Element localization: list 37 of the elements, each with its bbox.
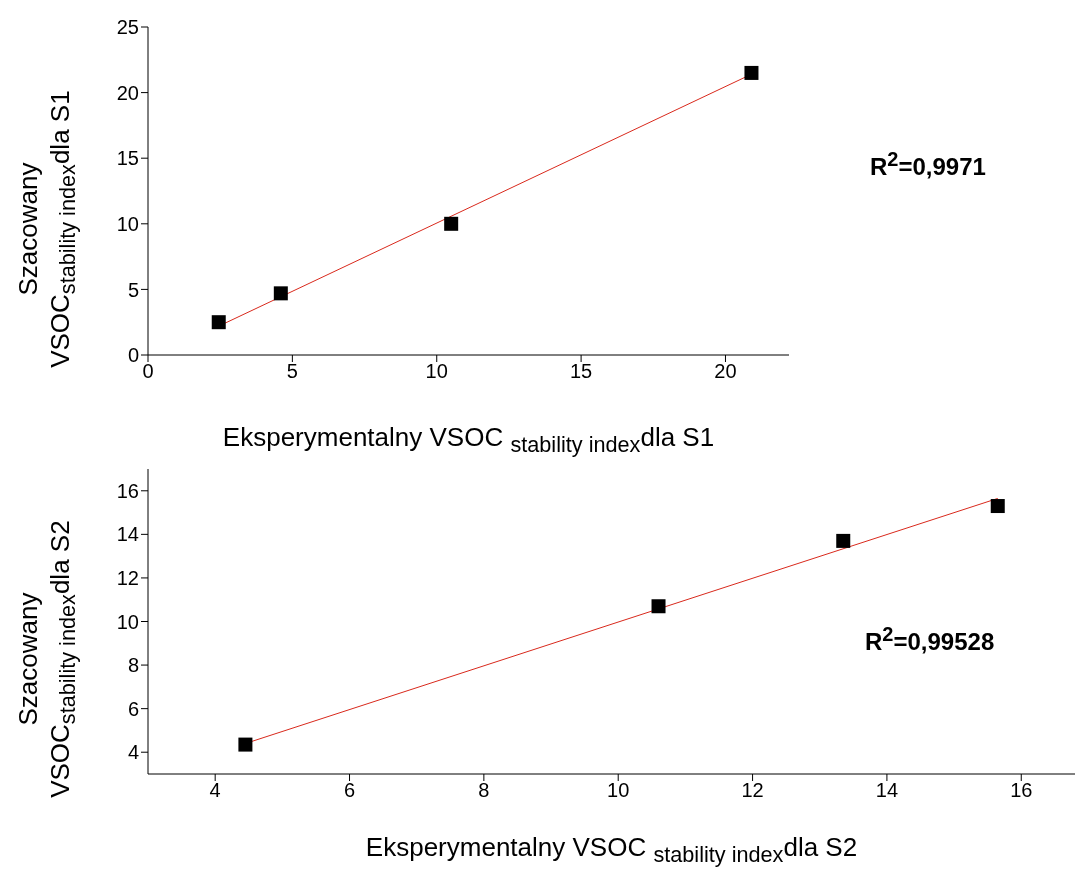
y-tick-label: 25 bbox=[116, 16, 139, 39]
y-tick-label: 10 bbox=[116, 610, 139, 633]
y-tick-label: 0 bbox=[127, 344, 139, 367]
point bbox=[744, 65, 759, 80]
x-tick-label: 0 bbox=[142, 360, 154, 383]
annotation: R$^{2}$=0,99528 bbox=[865, 623, 995, 656]
y-tick-label: 15 bbox=[116, 147, 139, 170]
x-tick-label: 16 bbox=[1010, 779, 1033, 802]
y-tick-label: 14 bbox=[116, 523, 139, 546]
point bbox=[273, 286, 288, 301]
x-axis-title: Eksperymentalny VSOC $_{stability index}$dla S2 bbox=[364, 832, 859, 869]
point bbox=[651, 599, 666, 614]
point bbox=[444, 216, 459, 231]
point bbox=[990, 499, 1005, 514]
x-tick-label: 10 bbox=[425, 360, 448, 383]
y-tick-label: 8 bbox=[127, 654, 139, 677]
y-tick-label: 10 bbox=[116, 212, 139, 235]
y-tick-label: 12 bbox=[116, 567, 139, 590]
y-tick-label: 5 bbox=[127, 278, 139, 301]
x-tick-label: 12 bbox=[741, 779, 764, 802]
x-tick-label: 14 bbox=[875, 779, 899, 802]
y-tick-label: 16 bbox=[116, 479, 139, 502]
x-tick-label: 8 bbox=[478, 779, 490, 802]
y-tick-label: 4 bbox=[127, 741, 139, 764]
x-tick-label: 4 bbox=[209, 779, 221, 802]
x-tick-label: 10 bbox=[607, 779, 630, 802]
x-tick-label: 5 bbox=[286, 360, 298, 383]
x-tick-label: 6 bbox=[343, 779, 356, 802]
point bbox=[836, 533, 851, 548]
y-tick-label: 6 bbox=[127, 697, 139, 720]
text: R$^{2}$=0,9971 bbox=[870, 148, 986, 181]
x-tick-label: 15 bbox=[569, 360, 593, 383]
y-tick-label: 20 bbox=[116, 81, 139, 104]
point bbox=[238, 737, 253, 752]
x-tick-label: 20 bbox=[714, 360, 737, 383]
x-axis-title: Eksperymentalny VSOC $_{stability index}$dla S1 bbox=[221, 422, 716, 459]
point bbox=[211, 315, 226, 330]
